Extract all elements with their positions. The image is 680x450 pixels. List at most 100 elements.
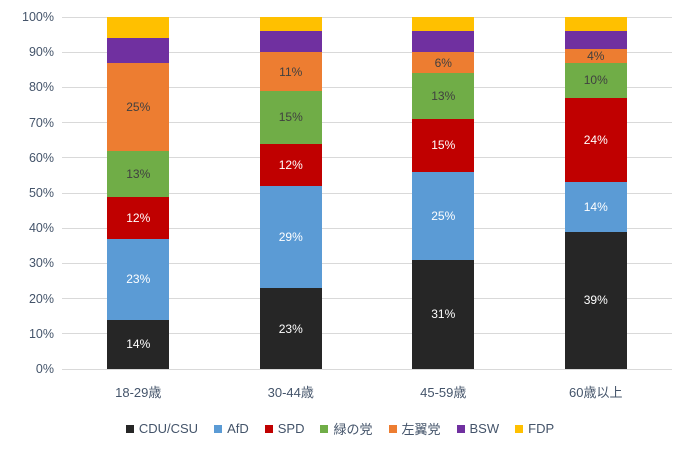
gridline xyxy=(62,298,672,300)
bar-slot-30-44歳: 23% 29% 12% 15% 11% xyxy=(215,17,368,369)
y-axis-tick-label: 10% xyxy=(28,326,54,341)
bar-slot-18-29歳: 14% 23% 12% 13% 25% xyxy=(62,17,215,369)
bar-segment-AfD: 25% xyxy=(412,171,475,260)
bar-segment-緑の党: 13% xyxy=(107,150,170,197)
legend: CDU/CSU AfD SPD 緑の党 左翼党 BSW FDP xyxy=(0,419,680,438)
data-label: 39% xyxy=(583,293,608,308)
bar-segment-BSW xyxy=(412,31,475,53)
bar-segment-緑の党: 15% xyxy=(259,90,322,144)
legend-label: 左翼党 xyxy=(401,422,441,437)
legend-label: 緑の党 xyxy=(333,422,373,437)
data-label: 25% xyxy=(126,99,151,114)
legend-item-FDP: FDP xyxy=(515,421,554,436)
bar-segment-FDP xyxy=(107,17,170,39)
data-label: 23% xyxy=(126,272,151,287)
bar-segment-SPD: 15% xyxy=(412,119,475,172)
legend-label: FDP xyxy=(528,421,555,436)
bar-segment-FDP xyxy=(259,17,322,32)
data-label: 14% xyxy=(583,200,608,215)
gridline xyxy=(62,51,672,53)
y-axis-tick-label: 50% xyxy=(28,186,54,200)
data-label: 13% xyxy=(126,166,151,181)
bar-segment-AfD: 14% xyxy=(564,182,627,232)
bar-segment-BSW xyxy=(564,31,627,49)
data-label: 14% xyxy=(126,337,151,352)
bar-segment-FDP xyxy=(412,17,475,32)
bar-segment-CDU/CSU: 39% xyxy=(564,231,627,369)
bar-segment-CDU/CSU: 14% xyxy=(107,319,170,369)
y-axis-tick-label: 30% xyxy=(28,256,54,271)
legend-swatch-icon xyxy=(456,424,465,433)
data-label: 11% xyxy=(279,64,303,79)
data-label: 4% xyxy=(587,48,605,63)
data-label: 31% xyxy=(431,307,456,322)
bar-segment-SPD: 12% xyxy=(107,196,170,239)
y-axis-tick-label: 80% xyxy=(28,80,54,95)
legend-label: AfD xyxy=(227,421,249,436)
bar-segment-AfD: 29% xyxy=(259,185,322,289)
x-axis-tick-label: 60歳以上 xyxy=(569,385,623,400)
gridline xyxy=(62,157,672,159)
legend-item-CDU/CSU: CDU/CSU xyxy=(125,421,199,436)
legend-item-緑の党: 緑の党 xyxy=(320,419,373,438)
data-label: 13% xyxy=(431,89,456,104)
y-axis-tick-label: 100% xyxy=(22,10,54,24)
x-axis: 18-29歳 30-44歳 45-59歳 60歳以上 xyxy=(62,382,672,401)
gridline xyxy=(62,192,672,194)
bar-segment-AfD: 23% xyxy=(107,238,170,320)
legend-label: CDU/CSU xyxy=(138,421,199,436)
y-axis-tick-label: 0% xyxy=(35,362,54,376)
bar-segment-BSW xyxy=(107,38,170,63)
data-label: 6% xyxy=(434,55,452,70)
legend-label: BSW xyxy=(469,421,500,436)
data-label: 12% xyxy=(278,157,303,172)
y-axis-tick-label: 60% xyxy=(28,150,54,165)
gridline xyxy=(62,86,672,88)
bar-segment-CDU/CSU: 31% xyxy=(412,259,475,369)
gridline xyxy=(62,333,672,335)
legend-label: SPD xyxy=(277,421,305,436)
plot-area: 14% 23% 12% 13% 25% 23% 29% 12% 15% 11% 31% 25% 15% 1… xyxy=(62,16,672,370)
y-axis-tick-label: 70% xyxy=(28,115,54,130)
y-axis: 0% 10% 20% 30% 40% 50% 60% 70% 80% 90% 100% xyxy=(0,10,54,376)
legend-swatch-icon xyxy=(264,424,273,433)
bar-segment-左翼党: 4% xyxy=(564,48,627,63)
bar-segment-CDU/CSU: 23% xyxy=(259,288,322,369)
legend-swatch-icon xyxy=(320,424,329,433)
bar-column: 23% 29% 12% 15% 11% xyxy=(259,17,322,369)
gridline xyxy=(62,16,672,18)
bar-column: 14% 23% 12% 13% 25% xyxy=(107,17,170,369)
data-label: 24% xyxy=(583,133,608,148)
y-axis-tick-label: 20% xyxy=(28,291,54,306)
legend-swatch-icon xyxy=(515,424,524,433)
data-label: 10% xyxy=(583,73,608,88)
gridline xyxy=(62,368,672,370)
legend-swatch-icon xyxy=(214,424,223,433)
data-label: 12% xyxy=(126,210,151,225)
gridline xyxy=(62,122,672,124)
legend-item-左翼党: 左翼党 xyxy=(388,419,441,438)
bar-segment-左翼党: 11% xyxy=(259,52,322,91)
y-axis-tick-label: 90% xyxy=(28,45,54,60)
bar-column: 31% 25% 15% 13% 6% xyxy=(412,17,475,369)
data-label: 15% xyxy=(278,110,303,125)
legend-item-AfD: AfD xyxy=(214,421,249,436)
gridline xyxy=(62,262,672,264)
x-axis-tick-label: 18-29歳 xyxy=(115,385,162,400)
bar-segment-緑の党: 13% xyxy=(412,73,475,120)
bar-segment-SPD: 12% xyxy=(259,143,322,186)
bar-segment-FDP xyxy=(564,17,627,32)
bar-segment-左翼党: 6% xyxy=(412,52,475,74)
bar-segment-SPD: 24% xyxy=(564,97,627,183)
legend-swatch-icon xyxy=(388,424,397,433)
bar-slot-45-59歳: 31% 25% 15% 13% 6% xyxy=(367,17,520,369)
data-label: 29% xyxy=(278,230,303,244)
bar-column: 39% 14% 24% 10% 4% xyxy=(564,17,627,369)
bar-segment-BSW xyxy=(259,31,322,53)
x-axis-tick-label: 30-44歳 xyxy=(267,385,314,400)
x-axis-tick-label: 45-59歳 xyxy=(420,385,467,400)
y-axis-tick-label: 40% xyxy=(28,221,54,236)
gridline xyxy=(62,227,672,229)
legend-item-BSW: BSW xyxy=(456,421,500,436)
